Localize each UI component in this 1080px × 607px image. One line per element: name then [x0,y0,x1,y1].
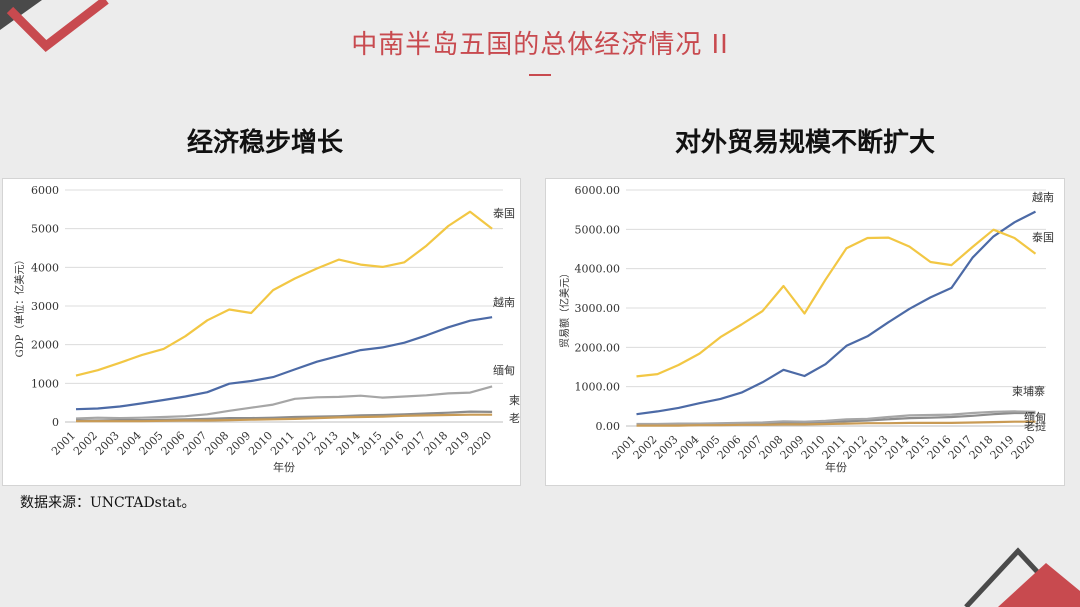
trade-chart-panel: 0.00 1000.00 2000.00 3000.00 4000.00 5000.00 6… [545,178,1065,486]
y-tick-label: 2000.00 [575,341,621,354]
x-tick-label: 2008 [202,429,231,458]
source-note: 数据来源：UNCTADstat。 [20,495,196,511]
y-tick-label: 3000.00 [575,302,621,315]
x-tick-label: 2013 [312,429,341,458]
series-label-缅甸: 缅甸 [1024,410,1046,424]
series-line-越南 [636,210,1036,416]
trade-line-chart: 0.00 1000.00 2000.00 3000.00 4000.00 5000.00 6… [558,184,1054,474]
x-tick-label: 2020 [465,429,494,458]
x-tick-label: 2016 [378,429,407,458]
y-tick-label: 5000 [31,223,59,236]
y-tick-label: 4000.00 [575,263,621,276]
x-tick-label: 2009 [224,429,253,458]
left-heading: 经济稳步增长 [186,128,343,158]
series-line-老挝 [636,420,1036,427]
y-tick-label: 4000 [31,261,59,274]
right-heading: 对外贸易规模不断扩大 [674,128,935,158]
series-line-缅甸 [75,385,493,420]
y-tick-label: 1000 [31,377,59,390]
x-tick-label: 2005 [137,429,166,458]
y-axis-title: GDP（单位：亿美元） [13,255,26,358]
x-axis-title: 年份 [825,460,847,474]
x-tick-label: 2007 [180,429,209,458]
corner-decoration-top-left [0,0,109,52]
x-tick-label: 2002 [71,429,100,458]
x-tick-label: 2018 [421,429,450,458]
y-tick-label: 6000 [31,184,59,197]
x-tick-label: 2006 [159,429,188,458]
corner-decoration-bottom-right [964,547,1080,607]
x-tick-label: 2019 [443,429,472,458]
series-label-越南: 越南 [1032,190,1054,204]
x-tick-label: 2010 [246,429,275,458]
x-tick-label: 2017 [399,429,428,458]
x-axis-title: 年份 [273,460,295,474]
series-line-缅甸 [636,410,1036,426]
series-label-泰国: 泰国 [1032,230,1054,244]
x-tick-label: 2001 [49,429,78,458]
series-label-老挝: 老挝 [1024,419,1046,433]
series-label-老挝: 老挝 [509,411,520,425]
y-tick-label: 6000.00 [575,184,621,197]
y-tick-label: 2000 [31,339,59,352]
series-label-越南: 越南 [493,295,515,309]
y-tick-label: 0.00 [596,420,621,433]
y-tick-label: 1000.00 [575,381,621,394]
x-tick-label: 2012 [290,429,319,458]
series-label-柬埔寨: 柬埔寨 [509,393,520,407]
series-line-泰国 [636,228,1037,378]
series-label-泰国: 泰国 [493,206,515,220]
x-tick-label: 2014 [334,429,363,458]
series-label-缅甸: 缅甸 [493,363,515,377]
series-line-泰国 [75,210,493,377]
y-tick-label: 5000.00 [575,223,621,236]
x-tick-label: 2015 [356,429,385,458]
gdp-line-chart: 0100020003000400050006000200120022003200… [13,184,542,474]
y-tick-label: 0 [52,416,59,429]
x-tick-label: 2011 [268,429,297,458]
series-line-老挝 [76,413,493,423]
x-tick-label: 2003 [93,429,122,458]
y-tick-label: 3000 [31,300,59,313]
x-tick-label: 2004 [115,429,144,458]
slide-title: 中南半岛五国的总体经济情况 II [351,30,729,60]
x-tick-label: 2020 [1009,433,1038,462]
gdp-chart-panel: 0 1000 2000 3000 4000 5000 6000 2001 2002 2003 200… [2,178,542,486]
series-label-柬埔寨: 柬埔寨 [1012,384,1045,398]
series-line-越南 [75,316,493,411]
y-axis-title: 贸易额（亿美元） [558,268,571,348]
title-underline [529,74,551,76]
